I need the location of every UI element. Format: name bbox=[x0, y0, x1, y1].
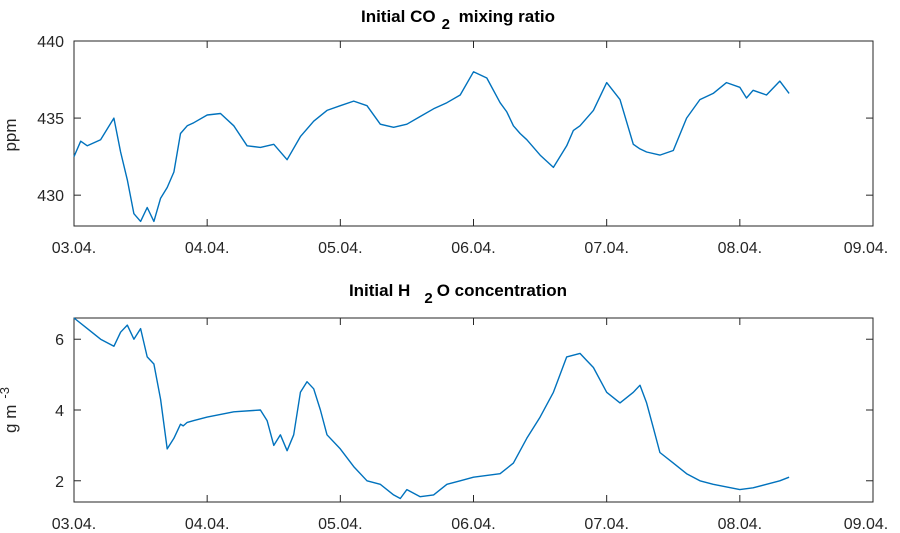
h2o-axes: 2 4 6 03.04. 04.04. 05.04. 06.04. 07.04. 08.04. 0… bbox=[52, 318, 888, 533]
co2-axes: 430 435 440 03.04. 04.04. 05.04. 06.04. 07.04. 0… bbox=[37, 34, 888, 257]
h2o-x-tick-label: 04.04. bbox=[185, 516, 229, 533]
h2o-plot-frame bbox=[73, 317, 874, 503]
co2-series-line bbox=[73, 71, 790, 223]
co2-x-tick-label: 09.04. bbox=[844, 240, 888, 257]
co2-y-tick-label: 430 bbox=[37, 188, 64, 205]
h2o-series-line bbox=[73, 317, 790, 500]
h2o-x-tick-label: 07.04. bbox=[584, 516, 628, 533]
co2-y-tick-label: 435 bbox=[37, 111, 64, 128]
co2-x-tick-label: 05.04. bbox=[318, 240, 362, 257]
co2-x-tick-label: 08.04. bbox=[718, 240, 762, 257]
h2o-x-tick-label: 03.04. bbox=[52, 516, 96, 533]
co2-x-tick-label: 04.04. bbox=[185, 240, 229, 257]
co2-title: Initial CO 2 mixing ratio bbox=[361, 7, 555, 33]
co2-x-tick-label: 06.04. bbox=[451, 240, 495, 257]
co2-panel: Initial CO 2 mixing ratio 430 435 440 03.04.… bbox=[1, 7, 888, 257]
co2-y-axis-label: ppm bbox=[1, 118, 20, 151]
h2o-x-tick-label: 08.04. bbox=[718, 516, 762, 533]
h2o-y-axis-label: g m-3 bbox=[0, 387, 20, 433]
h2o-y-tick-label: 6 bbox=[55, 332, 64, 349]
h2o-x-tick-label: 06.04. bbox=[451, 516, 495, 533]
h2o-y-tick-label: 2 bbox=[55, 474, 64, 491]
co2-plot-frame bbox=[73, 40, 874, 227]
h2o-y-tick-label: 4 bbox=[55, 403, 64, 420]
h2o-x-tick-label: 05.04. bbox=[318, 516, 362, 533]
co2-y-tick-label: 440 bbox=[37, 34, 64, 51]
co2-x-tick-label: 07.04. bbox=[584, 240, 628, 257]
h2o-x-tick-label: 09.04. bbox=[844, 516, 888, 533]
co2-x-tick-label: 03.04. bbox=[52, 240, 96, 257]
